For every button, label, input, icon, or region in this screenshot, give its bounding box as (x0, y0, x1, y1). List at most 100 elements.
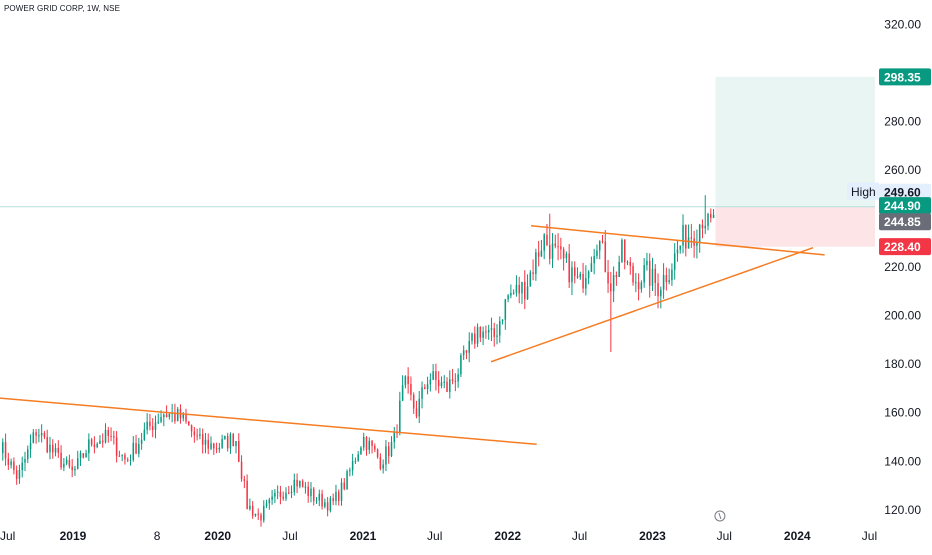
candle-body (315, 500, 318, 502)
candle-body (698, 224, 701, 243)
candle-body (432, 371, 434, 380)
candle-body (576, 276, 579, 278)
candle-body (40, 432, 43, 436)
candle-body (304, 486, 307, 488)
candle-body (221, 439, 223, 448)
candle-body (296, 479, 298, 487)
candle-body (229, 434, 232, 449)
candle-body (274, 492, 276, 497)
candle-body (318, 493, 321, 501)
candle-body (99, 440, 101, 444)
candle-body (337, 491, 340, 501)
y-tick-label: 200.00 (884, 309, 921, 323)
candle-body (107, 429, 110, 437)
candle-body (529, 272, 532, 287)
candle-body (271, 496, 273, 500)
candle-body (479, 327, 482, 338)
candle-body (648, 260, 651, 286)
y-tick-label: 140.00 (884, 454, 921, 468)
candle-body (351, 461, 354, 471)
candle-body (512, 292, 515, 294)
candle-body (376, 449, 379, 458)
candle-body (201, 434, 204, 445)
candle-body (368, 440, 371, 450)
candle-body (579, 273, 582, 278)
candle-body (326, 502, 329, 511)
candle-body (629, 261, 632, 266)
candle-body (490, 328, 493, 330)
candle-body (515, 284, 518, 293)
candle-body (13, 461, 15, 471)
candle-body (301, 480, 304, 488)
candle-body (71, 466, 73, 471)
candle-body (165, 414, 168, 418)
candle-body (43, 432, 46, 437)
x-tick-label: 2023 (639, 529, 666, 543)
x-tick-label: 2024 (784, 529, 811, 543)
candle-body (651, 268, 654, 286)
candle-body (454, 381, 457, 383)
candle-body (32, 432, 35, 443)
x-tick-label: Jul (427, 529, 442, 543)
candle-body (704, 225, 706, 229)
candle-body (676, 249, 679, 254)
candle-body (418, 398, 421, 417)
candle-body (712, 214, 715, 218)
x-tick-label: Jul (282, 529, 297, 543)
candle-body (412, 394, 415, 409)
candle-body (607, 272, 609, 284)
price-label-box (879, 183, 931, 201)
candle-body (437, 379, 440, 387)
x-tick-label: Jul (0, 529, 15, 543)
candle-body (312, 488, 315, 502)
candle-body (668, 280, 670, 283)
candle-body (115, 437, 118, 456)
candle-body (626, 261, 629, 263)
x-tick-label: 8 (154, 529, 161, 543)
candle-body (110, 436, 112, 438)
candle-body (593, 256, 595, 264)
candle-body (57, 447, 60, 453)
candle-body (585, 278, 587, 289)
candle-body (68, 459, 71, 467)
candle-body (673, 253, 676, 270)
candle-body (60, 452, 62, 468)
candle-body (710, 213, 712, 218)
price-label-text: 228.40 (884, 240, 921, 254)
candle-body (387, 446, 390, 457)
candle-body (582, 273, 584, 289)
candle-body (307, 486, 309, 497)
x-tick-label: Jul (572, 529, 587, 543)
candle-body (543, 234, 545, 251)
candle-body (501, 319, 504, 322)
x-tick-label: 2020 (204, 529, 231, 543)
candle-body (440, 382, 443, 387)
candle-body (385, 446, 387, 465)
x-tick-label: 2021 (350, 529, 377, 543)
x-tick-label: 2019 (60, 529, 87, 543)
candle-body (493, 328, 495, 337)
candle-body (154, 422, 157, 430)
candle-body (226, 436, 229, 449)
candle-body (665, 275, 668, 283)
candle-body (93, 444, 96, 448)
candle-body (568, 253, 570, 283)
candle-body (682, 224, 684, 246)
candle-body (504, 299, 507, 320)
candle-body (643, 265, 645, 283)
candle-body (612, 275, 615, 292)
price-label-text: 244.85 (884, 215, 921, 229)
candle-body (96, 443, 98, 448)
candle-body (446, 381, 448, 392)
candle-body (618, 261, 620, 277)
candle-body (596, 250, 598, 257)
candle-body (365, 436, 368, 450)
candle-body (88, 439, 90, 454)
candle-body (15, 470, 18, 479)
candle-body (146, 421, 148, 430)
candle-body (346, 471, 348, 490)
candle-body (204, 439, 207, 445)
candle-body (182, 413, 185, 419)
candle-body (507, 295, 509, 300)
